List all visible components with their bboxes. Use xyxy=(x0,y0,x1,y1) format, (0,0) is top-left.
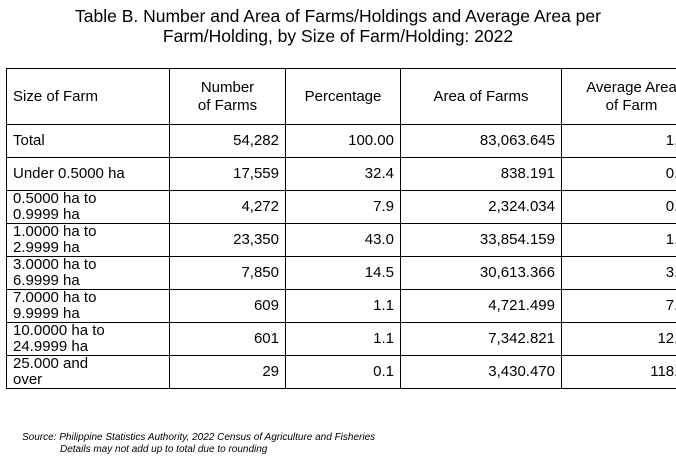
cell-average-area: 7.75 xyxy=(561,289,676,323)
header-row: Size of Farm Number of Farms Percentage … xyxy=(6,68,676,125)
cell-area-of-farms: 4,721.499 xyxy=(400,289,562,323)
size-line-1: 0.5000 ha to xyxy=(13,190,97,207)
table-row: 10.0000 ha to 24.9999 ha 601 1.1 7,342.821 12… xyxy=(6,322,676,356)
cell-number-of-farms: 7,850 xyxy=(169,256,286,290)
cell-percentage: 14.5 xyxy=(285,256,401,290)
cell-size-of-farm: 3.0000 ha to 6.9999 ha xyxy=(6,256,170,290)
header-size-of-farm: Size of Farm xyxy=(6,68,170,125)
header-number-line-1: Number xyxy=(200,78,255,96)
cell-size-of-farm: Total xyxy=(6,124,170,158)
table-title: Table B. Number and Area of Farms/Holdin… xyxy=(0,6,676,46)
header-avg-line-1: Average Area xyxy=(586,78,676,96)
cell-average-area: 1.45 xyxy=(561,223,676,257)
cell-average-area: 118.29 xyxy=(561,355,676,389)
cell-size-of-farm: 25.000 and over xyxy=(6,355,170,389)
size-line-1: 3.0000 ha to xyxy=(13,256,97,273)
cell-area-of-farms: 83,063.645 xyxy=(400,124,562,158)
cell-area-of-farms: 2,324.034 xyxy=(400,190,562,224)
size-line-2: 6.9999 ha xyxy=(13,272,80,289)
cell-size-of-farm: 7.0000 ha to 9.9999 ha xyxy=(6,289,170,323)
cell-average-area: 3.90 xyxy=(561,256,676,290)
table-row: 3.0000 ha to 6.9999 ha 7,850 14.5 30,613.366… xyxy=(6,256,676,290)
cell-size-of-farm: Under 0.5000 ha xyxy=(6,157,170,191)
cell-size-of-farm: 1.0000 ha to 2.9999 ha xyxy=(6,223,170,257)
table-row: 0.5000 ha to0.9999 ha4,2727.92,324.0340.… xyxy=(6,190,676,224)
size-line-2: 2.9999 ha xyxy=(13,239,80,256)
title-line-2: Farm/Holding, by Size of Farm/Holding: 2… xyxy=(162,26,514,46)
cell-area-of-farms: 3,430.470 xyxy=(400,355,562,389)
size-line-1: 10.0000 ha to xyxy=(13,322,105,339)
cell-number-of-farms: 609 xyxy=(169,289,286,323)
cell-average-area: 12.22 xyxy=(561,322,676,356)
size-line-2: 9.9999 ha xyxy=(13,305,80,322)
cell-percentage: 100.00 xyxy=(285,124,401,158)
table-row: 1.0000 ha to 2.9999 ha 23,350 43.0 33,854.15… xyxy=(6,223,676,257)
cell-percentage: 43.0 xyxy=(285,223,401,257)
cell-number-of-farms: 601 xyxy=(169,322,286,356)
size-line-1: 25.000 and xyxy=(13,355,89,372)
size-line-2: over xyxy=(13,371,43,388)
header-average-area: Average Area of Farm xyxy=(561,68,676,125)
size-line-1: 7.0000 ha to xyxy=(13,289,97,306)
cell-area-of-farms: 838.191 xyxy=(400,157,562,191)
cell-area-of-farms: 30,613.366 xyxy=(400,256,562,290)
source-note: Source: Philippine Statistics Authority,… xyxy=(22,432,375,456)
cell-percentage: 0.1 xyxy=(285,355,401,389)
cell-number-of-farms: 4,272 xyxy=(169,190,286,224)
source-line-2: Details may not add up to total due to r… xyxy=(60,444,268,455)
cell-number-of-farms: 17,559 xyxy=(169,157,286,191)
header-number-line-2: of Farms xyxy=(197,96,258,114)
title-line-1: Table B. Number and Area of Farms/Holdin… xyxy=(75,6,601,26)
table-header: Size of Farm Number of Farms Percentage … xyxy=(6,68,676,125)
cell-number-of-farms: 54,282 xyxy=(169,124,286,158)
cell-percentage: 1.1 xyxy=(285,289,401,323)
farm-size-table: Size of Farm Number of Farms Percentage … xyxy=(6,68,676,389)
size-line-2: 0.9999 ha xyxy=(13,206,80,223)
cell-average-area: 1.53 xyxy=(561,124,676,158)
size-line-1: 1.0000 ha to xyxy=(13,223,97,240)
cell-percentage: 1.1 xyxy=(285,322,401,356)
size-line-1: Total xyxy=(13,132,45,149)
header-percentage: Percentage xyxy=(285,68,401,125)
header-number-of-farms: Number of Farms xyxy=(169,68,286,125)
size-line-1: Under 0.5000 ha xyxy=(13,165,125,182)
cell-area-of-farms: 7,342.821 xyxy=(400,322,562,356)
cell-average-area: 0.05 xyxy=(561,157,676,191)
cell-size-of-farm: 10.0000 ha to 24.9999 ha xyxy=(6,322,170,356)
cell-percentage: 32.4 xyxy=(285,157,401,191)
cell-average-area: 0.54 xyxy=(561,190,676,224)
cell-number-of-farms: 29 xyxy=(169,355,286,389)
cell-size-of-farm: 0.5000 ha to 0.9999 ha xyxy=(6,190,170,224)
header-area-of-farms: Area of Farms xyxy=(400,68,562,125)
size-line-2: 24.9999 ha xyxy=(13,338,89,355)
cell-area-of-farms: 33,854.159 xyxy=(400,223,562,257)
cell-number-of-farms: 23,350 xyxy=(169,223,286,257)
source-line-1: Source: Philippine Statistics Authority,… xyxy=(22,432,376,443)
cell-percentage: 7.9 xyxy=(285,190,401,224)
header-avg-line-2: of Farm xyxy=(605,96,658,114)
